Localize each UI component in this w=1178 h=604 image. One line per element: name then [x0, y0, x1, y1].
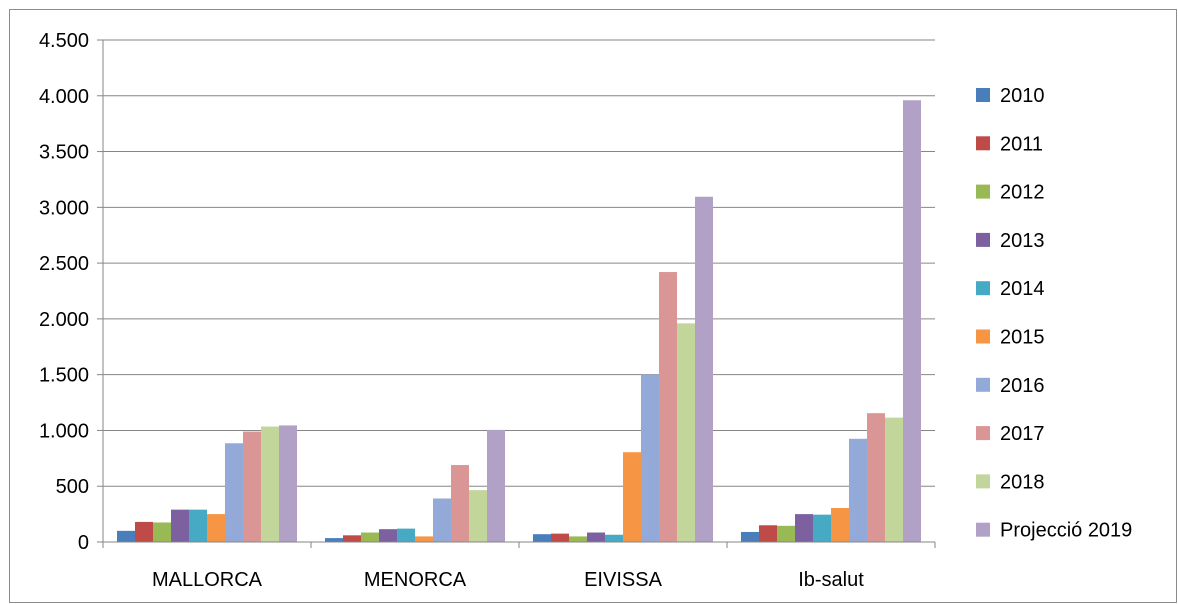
y-tick-label: 500 [56, 476, 89, 498]
bar [551, 533, 569, 542]
bar [641, 374, 659, 542]
bar [361, 532, 379, 542]
bar [415, 536, 433, 542]
legend-label: 2017 [1000, 423, 1045, 445]
bar [451, 465, 469, 542]
x-category-label: EIVISSA [584, 569, 662, 591]
bar [659, 272, 677, 542]
y-tick-labels: 0 500 1.000 1.500 2.000 2.500 3.000 3.500 4.000 4… [39, 30, 89, 554]
legend-swatch [976, 426, 990, 441]
bar [569, 536, 587, 542]
bar [325, 538, 343, 542]
bar [587, 532, 605, 542]
bar [759, 525, 777, 542]
legend-swatch [976, 184, 990, 199]
bar [397, 528, 415, 542]
bar [533, 534, 551, 542]
bar [867, 413, 885, 542]
bar [849, 438, 867, 542]
bar [279, 425, 297, 542]
bar [795, 514, 813, 542]
x-category-label: Ib-salut [798, 569, 864, 591]
legend-swatch [976, 281, 990, 296]
y-tick-label: 2.000 [39, 309, 89, 331]
legend-swatch [976, 329, 990, 344]
y-tick-label: 4.500 [39, 30, 89, 52]
y-tick-label: 2.500 [39, 253, 89, 275]
bar [623, 452, 641, 542]
bar [261, 426, 279, 542]
y-tick-label: 1.500 [39, 365, 89, 387]
legend-swatch [976, 474, 990, 489]
bar [189, 509, 207, 542]
chart-frame [9, 9, 1177, 603]
bar [813, 514, 831, 542]
y-tick-label: 0 [78, 532, 89, 554]
legend-label: 2014 [1000, 278, 1045, 300]
bar [885, 417, 903, 542]
y-tick-label: 3.000 [39, 197, 89, 219]
legend-label: 2013 [1000, 230, 1045, 252]
legend-label: 2016 [1000, 375, 1045, 397]
y-tick-label: 4.000 [39, 86, 89, 108]
legend: 2010 2011 2012 2013 2014 2015 2016 2017 2018 Proj… [976, 85, 1132, 542]
bar [677, 323, 695, 542]
legend-label: 2011 [1000, 133, 1043, 155]
x-category-label: MENORCA [364, 569, 467, 591]
bar [903, 100, 921, 543]
y-tick-label: 1.000 [39, 420, 89, 442]
bar [741, 531, 759, 542]
bar [207, 514, 225, 542]
legend-label: 2015 [1000, 327, 1045, 349]
bar [605, 534, 623, 542]
x-category-label: MALLORCA [152, 569, 263, 591]
legend-swatch [976, 232, 990, 247]
legend-swatch [976, 522, 990, 537]
legend-label: Projecció 2019 [1000, 520, 1132, 542]
legend-swatch [976, 136, 990, 151]
axes [97, 39, 936, 548]
bar [777, 525, 795, 542]
bar [695, 196, 713, 543]
bar [831, 507, 849, 542]
y-tick-label: 3.500 [39, 142, 89, 164]
bar [433, 498, 451, 542]
bar [469, 490, 487, 542]
bar [225, 443, 243, 542]
legend-swatch [976, 377, 990, 392]
legend-label: 2012 [1000, 182, 1045, 204]
bar [153, 522, 171, 542]
bar [171, 509, 189, 542]
bar [343, 535, 361, 542]
bar [379, 529, 397, 542]
legend-label: 2010 [1000, 85, 1045, 107]
legend-swatch [976, 88, 990, 102]
bar [487, 429, 505, 542]
legend-label: 2018 [1000, 471, 1045, 493]
x-category-labels: MALLORCA MENORCA EIVISSA Ib-salut [152, 569, 864, 591]
bar [117, 530, 135, 542]
bars [117, 100, 921, 543]
bar [135, 521, 153, 542]
bar [243, 431, 261, 542]
